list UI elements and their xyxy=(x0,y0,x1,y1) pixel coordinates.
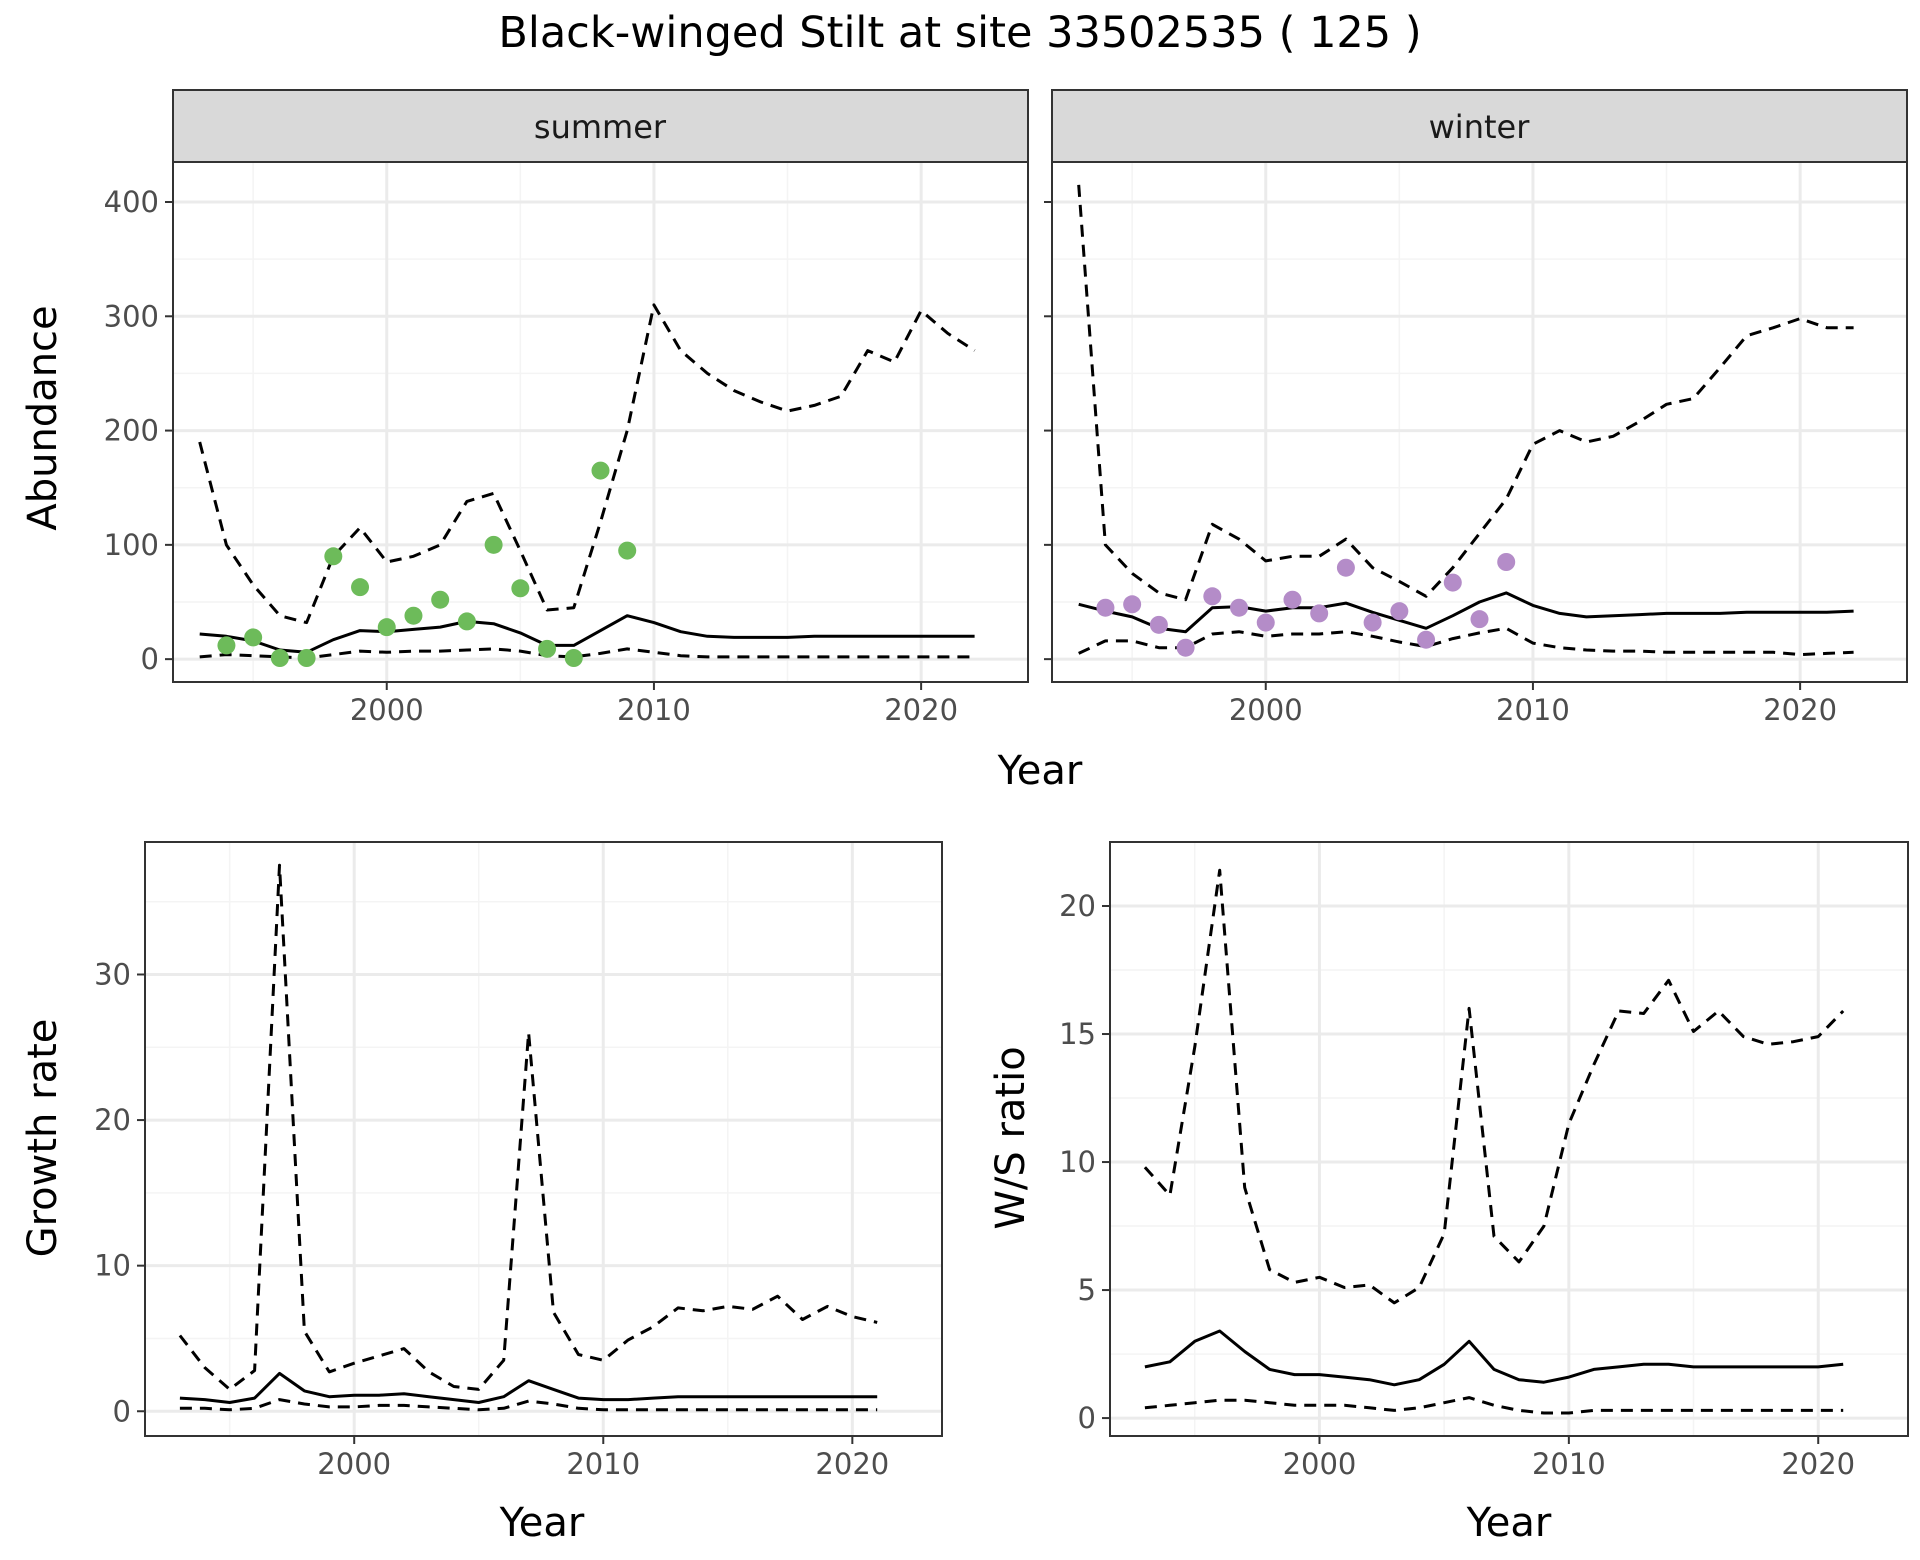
summer-x-tick-label: 2000 xyxy=(350,693,424,727)
ratio-lower-line xyxy=(1144,1396,1844,1415)
summer-y-tick-label: 100 xyxy=(104,528,159,562)
winter-plot-area: 2000 2010 2020 xyxy=(1044,161,1908,727)
top-x-axis-title: Year xyxy=(997,748,1083,794)
ratio-estimate-line xyxy=(1144,1329,1844,1387)
summer-observed-point xyxy=(244,628,263,647)
winter-observed-point xyxy=(1417,630,1436,649)
ws-ratio-plot-area: 2000 2010 2020 0 5 10 15 20 xyxy=(1059,841,1909,1481)
summer-y-tick-label: 0 xyxy=(141,642,159,676)
summer-x-tick-label: 2020 xyxy=(884,693,958,727)
summer-y-tick-label: 300 xyxy=(104,299,159,333)
summer-observed-point xyxy=(217,636,236,655)
winter-estimate-line xyxy=(1078,591,1854,634)
ratio-y-tick-label: 0 xyxy=(1078,1401,1096,1435)
summer-observed-point xyxy=(404,606,423,625)
winter-observed-point xyxy=(1336,558,1355,577)
summer-estimate-line xyxy=(199,614,975,654)
winter-panel: winter 2000 2010 2020 xyxy=(1044,89,1908,727)
summer-upper-line xyxy=(198,303,976,625)
summer-observed-point xyxy=(457,612,476,631)
winter-observed-point xyxy=(1096,598,1115,617)
growth-y-tick-label: 0 xyxy=(113,1394,131,1428)
summer-observed-point xyxy=(511,579,530,598)
summer-plot-area: 2000 2010 2020 0 100 200 300 400 xyxy=(104,161,1029,727)
winter-observed-point xyxy=(1390,602,1409,621)
winter-x-tick-label: 2000 xyxy=(1229,693,1303,727)
summer-y-tick-label: 200 xyxy=(104,414,159,448)
top-y-axis-title: Abundance xyxy=(20,305,66,530)
ratio-y-axis-title: W/S ratio xyxy=(988,1046,1034,1229)
summer-panel-background xyxy=(173,162,1028,682)
summer-observed-point xyxy=(591,461,610,480)
summer-x-tick-label: 2010 xyxy=(617,693,691,727)
summer-strip-label: summer xyxy=(534,108,667,146)
ratio-y-tick-label: 15 xyxy=(1059,1017,1096,1051)
winter-strip xyxy=(1051,89,1908,163)
summer-observed-point xyxy=(538,639,557,658)
growth-rate-panel: 2000 2010 2020 0 10 20 30 Year Growth rate xyxy=(20,841,943,1546)
growth-y-tick-label: 10 xyxy=(94,1249,131,1283)
summer-panel-border xyxy=(172,161,1029,683)
growth-y-tick-label: 20 xyxy=(94,1103,131,1137)
ratio-y-tick-label: 10 xyxy=(1059,1145,1096,1179)
growth-x-axis-title: Year xyxy=(499,1500,585,1546)
ratio-upper-line xyxy=(1143,868,1845,1305)
growth-lower-line xyxy=(179,1398,878,1412)
winter-x-tick-label: 2010 xyxy=(1496,693,1570,727)
winter-observed-point xyxy=(1310,604,1329,623)
ratio-y-tick-label: 5 xyxy=(1078,1273,1096,1307)
summer-observed-point xyxy=(564,649,583,667)
winter-observed-point xyxy=(1203,587,1222,606)
summer-observed-point xyxy=(431,590,450,609)
winter-panel-background xyxy=(1052,162,1907,682)
winter-observed-point xyxy=(1230,598,1249,617)
summer-observed-point xyxy=(270,649,289,667)
winter-x-tick-label: 2020 xyxy=(1763,693,1837,727)
growth-panel-border xyxy=(144,841,943,1437)
summer-observed-point xyxy=(484,535,503,554)
ratio-x-tick-label: 2010 xyxy=(1532,1447,1606,1481)
winter-observed-point xyxy=(1443,573,1462,592)
ratio-x-axis-title: Year xyxy=(1466,1500,1552,1546)
growth-x-tick-label: 2010 xyxy=(566,1447,640,1481)
winter-observed-point xyxy=(1283,590,1302,609)
summer-observed-point xyxy=(324,547,343,566)
winter-observed-point xyxy=(1497,553,1516,571)
winter-upper-line xyxy=(1077,184,1854,602)
winter-panel-border xyxy=(1051,161,1908,683)
summer-strip xyxy=(172,89,1029,163)
winter-lower-line xyxy=(1078,626,1854,657)
growth-estimate-line xyxy=(179,1371,878,1404)
growth-panel-background xyxy=(145,842,942,1436)
summer-y-tick-label: 400 xyxy=(104,185,159,219)
winter-strip-label: winter xyxy=(1429,108,1531,146)
growth-x-tick-label: 2000 xyxy=(317,1447,391,1481)
winter-observed-point xyxy=(1176,638,1195,657)
ratio-x-tick-label: 2000 xyxy=(1283,1447,1357,1481)
winter-observed-point xyxy=(1363,613,1382,632)
winter-observed-point xyxy=(1256,613,1275,632)
winter-observed-point xyxy=(1470,610,1489,629)
summer-lower-line xyxy=(199,647,975,660)
growth-y-axis-title: Growth rate xyxy=(20,1019,66,1258)
summer-observed-point xyxy=(377,618,396,637)
growth-y-tick-label: 30 xyxy=(94,957,131,991)
summer-observed-point xyxy=(351,578,370,597)
winter-observed-point xyxy=(1123,595,1142,614)
ratio-panel-background xyxy=(1110,842,1908,1436)
ratio-panel-border xyxy=(1109,841,1909,1437)
winter-observed-point xyxy=(1149,615,1168,634)
growth-rate-plot-area: 2000 2010 2020 0 10 20 30 xyxy=(94,841,943,1481)
ratio-x-tick-label: 2020 xyxy=(1781,1447,1855,1481)
summer-observed-point xyxy=(618,541,637,560)
ratio-y-tick-label: 20 xyxy=(1059,889,1096,923)
summer-observed-point xyxy=(297,649,316,667)
summer-panel: summer 2000 2010 2020 0 100 200 300 400 xyxy=(104,89,1029,727)
figure-title: Black-winged Stilt at site 33502535 ( 12… xyxy=(498,8,1421,58)
ws-ratio-panel: 2000 2010 2020 0 5 10 15 20 Year W/S ratio xyxy=(988,841,1909,1546)
growth-x-tick-label: 2020 xyxy=(815,1447,889,1481)
growth-upper-line xyxy=(178,863,878,1391)
